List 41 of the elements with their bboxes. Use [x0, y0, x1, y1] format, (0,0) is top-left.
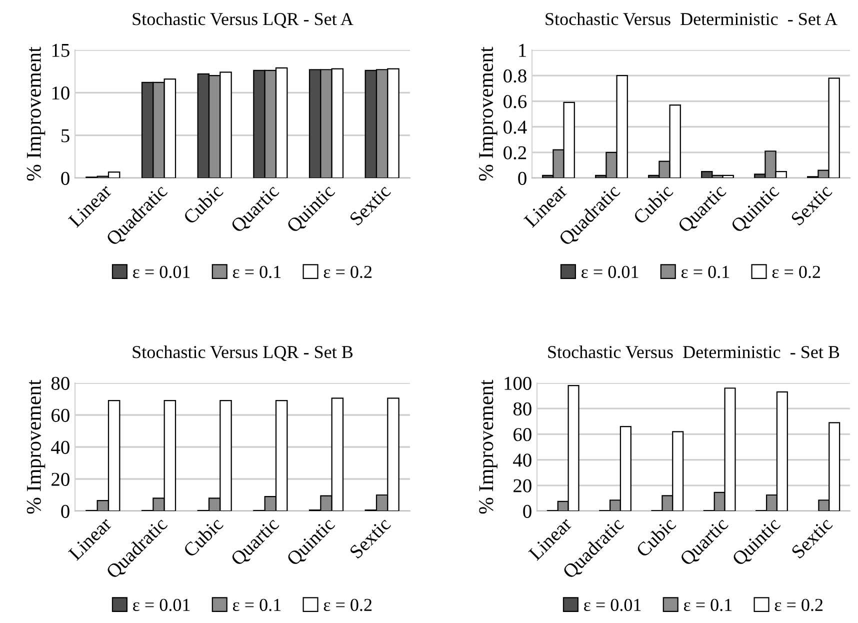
y-tick-label: 0 [523, 504, 532, 518]
y-tick-label: 80 [51, 376, 70, 390]
legend-label: ε = 0.01 [582, 266, 638, 278]
y-tick-label: 20 [52, 472, 70, 486]
y-tick-label: 0.4 [504, 120, 527, 134]
legend-label: ε = 0.1 [684, 598, 732, 612]
legend-label: ε = 0.1 [681, 266, 730, 278]
chart-title: Stochastic Versus LQR - Set B [132, 345, 353, 361]
legend-label: ε = 0.2 [774, 598, 823, 612]
y-axis-title: % Improvement [478, 46, 498, 181]
legend-label: ε = 0.2 [324, 598, 372, 612]
legend-label: ε = 0.1 [232, 266, 281, 278]
legend-label: ε = 0.01 [133, 598, 190, 612]
chart-title: Stochastic Versus Deterministic - Set A [546, 12, 838, 26]
y-axis-title: % Improvement [479, 380, 498, 514]
y-tick-label: 15 [52, 44, 70, 57]
y-tick-label: 0 [518, 172, 526, 185]
y-axis-title: % Improvement [26, 46, 46, 181]
chart-title: Stochastic Versus Deterministic - Set B [548, 345, 840, 358]
y-tick-label: 0.2 [504, 146, 526, 160]
legend-label: ε = 0.1 [232, 598, 281, 612]
y-tick-label: 10 [52, 86, 70, 100]
y-tick-label: 0 [61, 172, 70, 185]
y-tick-label: 1 [519, 44, 526, 57]
y-tick-label: 60 [52, 408, 70, 422]
y-tick-label: 0.8 [504, 69, 526, 83]
y-tick-label: 40 [51, 440, 70, 454]
legend-label: ε = 0.2 [772, 266, 820, 278]
y-tick-label: 0.6 [504, 95, 527, 108]
y-tick-label: 5 [62, 129, 70, 142]
y-tick-label: 60 [514, 428, 532, 442]
y-tick-label: 0 [61, 504, 70, 518]
y-tick-label: 80 [513, 402, 532, 416]
y-tick-label: 100 [504, 376, 532, 390]
legend-label: ε = 0.01 [584, 598, 641, 612]
y-tick-label: 40 [513, 454, 532, 467]
y-axis-title: % Improvement [26, 380, 46, 514]
y-tick-label: 20 [514, 479, 532, 492]
chart-title: Stochastic Versus LQR - Set A [132, 12, 354, 28]
legend-label: ε = 0.2 [324, 266, 372, 278]
legend-label: ε = 0.01 [133, 266, 190, 278]
